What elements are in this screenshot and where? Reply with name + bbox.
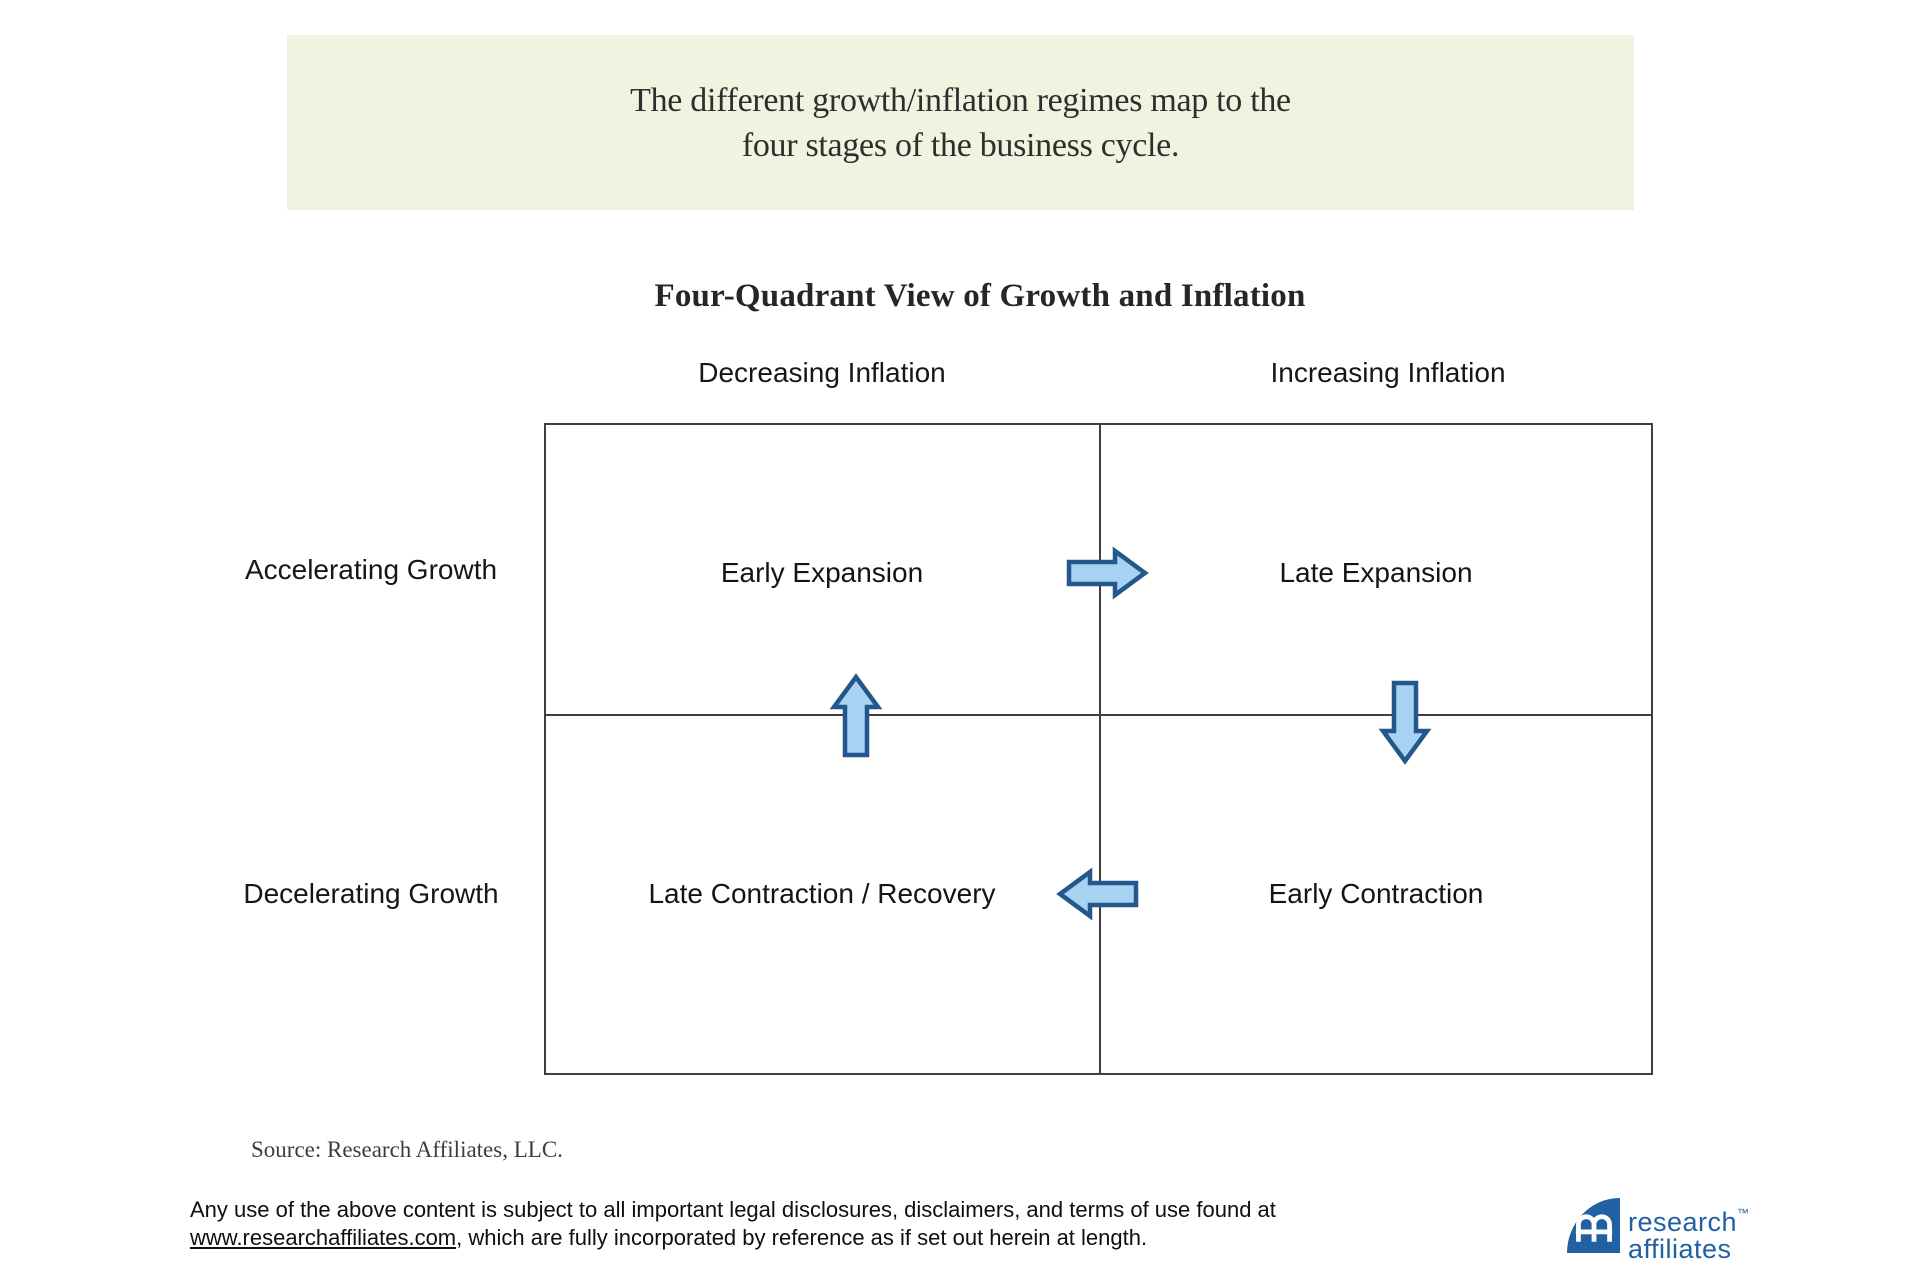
- row-header-decelerating-growth: Decelerating Growth: [243, 878, 499, 909]
- arrow-down-icon: [1378, 680, 1432, 765]
- row-header-accelerating-growth: Accelerating Growth: [244, 554, 498, 585]
- source-note: Source: Research Affiliates, LLC.: [251, 1137, 563, 1162]
- logo-badge: [1567, 1198, 1620, 1253]
- arrow-right-icon: [1066, 546, 1149, 600]
- grid-horizontal-divider: [546, 714, 1651, 716]
- legal-text-line1: Any use of the above content is subject …: [190, 1197, 1276, 1222]
- legal-text-line2: , which are fully incorporated by refere…: [456, 1225, 1148, 1250]
- quadrant-grid: [544, 423, 1653, 1075]
- quadrant-late-expansion: Late Expansion: [1279, 557, 1473, 588]
- logo-name-line2: affiliates: [1628, 1234, 1732, 1264]
- grid-vertical-divider: [1099, 425, 1101, 1073]
- logo-name-line1: research: [1628, 1207, 1738, 1237]
- quadrant-early-expansion: Early Expansion: [720, 557, 924, 588]
- column-header-increasing-inflation: Increasing Inflation: [1270, 357, 1506, 388]
- headline-line-2: four stages of the business cycle.: [741, 126, 1180, 164]
- logo-text: research™ affiliates: [1628, 1200, 1749, 1263]
- logo: research™ affiliates: [1567, 1198, 1749, 1263]
- diagram-title: Four-Quadrant View of Growth and Inflati…: [654, 278, 1306, 314]
- logo-monogram-icon: [1575, 1214, 1613, 1242]
- arrow-up-icon: [829, 673, 883, 758]
- quadrant-early-contraction: Early Contraction: [1268, 878, 1484, 909]
- headline-banner: The different growth/inflation regimes m…: [287, 35, 1634, 210]
- headline-line-1: The different growth/inflation regimes m…: [630, 81, 1291, 119]
- arrow-left-icon: [1056, 867, 1139, 921]
- legal-link[interactable]: www.researchaffiliates.com: [190, 1225, 457, 1250]
- quadrant-late-contraction-recovery: Late Contraction / Recovery: [648, 878, 996, 909]
- trademark-symbol: ™: [1737, 1206, 1750, 1220]
- legal-disclaimer: Any use of the above content is subject …: [190, 1196, 1440, 1252]
- column-header-decreasing-inflation: Decreasing Inflation: [698, 357, 946, 388]
